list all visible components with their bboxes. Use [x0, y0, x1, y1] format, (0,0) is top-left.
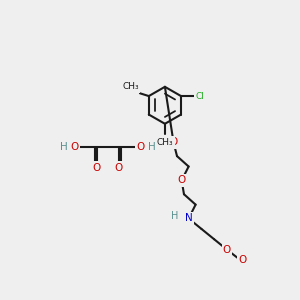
Text: O: O: [178, 176, 186, 185]
Text: H: H: [148, 142, 156, 152]
Text: N: N: [185, 214, 193, 224]
Text: CH₃: CH₃: [122, 82, 139, 91]
Text: O: O: [223, 245, 231, 255]
Text: O: O: [238, 255, 246, 265]
Text: H: H: [171, 211, 178, 221]
Text: O: O: [93, 163, 101, 173]
Text: CH₃: CH₃: [157, 138, 173, 147]
Text: H: H: [60, 142, 68, 152]
Text: O: O: [169, 137, 178, 147]
Text: O: O: [115, 163, 123, 173]
Text: O: O: [137, 142, 145, 152]
Text: O: O: [70, 142, 79, 152]
Text: Cl: Cl: [196, 92, 205, 100]
